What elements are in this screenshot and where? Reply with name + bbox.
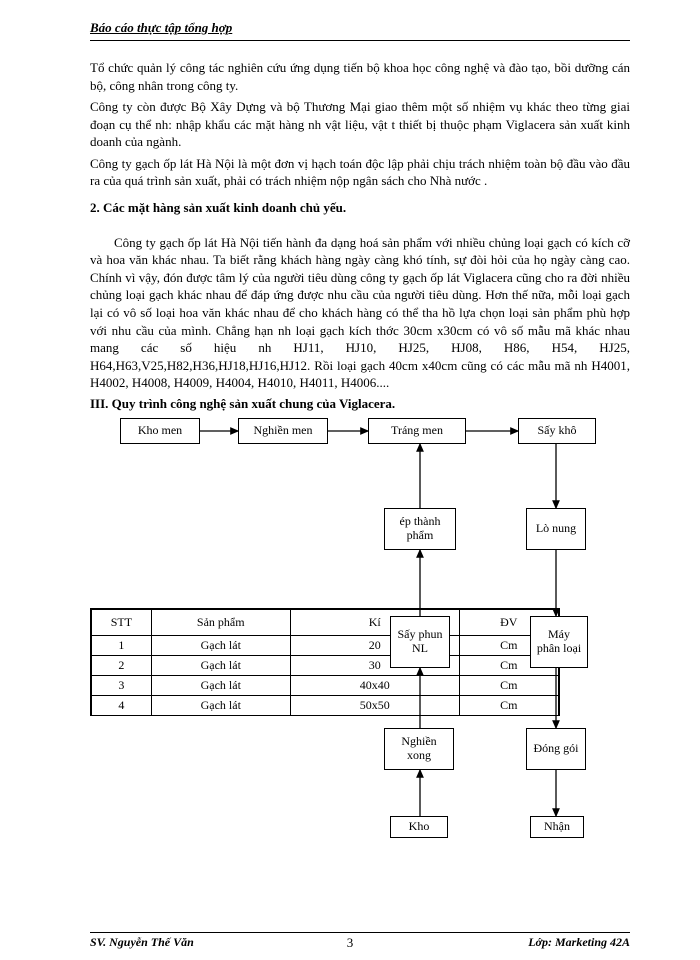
footer-page-number: 3 [347, 935, 354, 951]
flow-node-lo-nung: Lò nung [526, 508, 586, 550]
table-cell: Gạch lát [151, 655, 290, 675]
flow-node-say-kho: Sấy khô [518, 418, 596, 444]
table-row: 1Gạch lát20Cm [92, 635, 559, 655]
table-row: 2Gạch lát30Cm [92, 655, 559, 675]
paragraph-3: Công ty gạch ốp lát Hà Nội là một đơn vị… [90, 155, 630, 190]
table-cell: 1 [92, 635, 152, 655]
flow-node-may-pl: Máy phân loại [530, 616, 588, 668]
flow-node-kho-men: Kho men [120, 418, 200, 444]
flow-node-nghien-x: Nghiền xong [384, 728, 454, 770]
footer-right: Lớp: Marketing 42A [528, 935, 630, 950]
flow-node-ep: ép thành phẩm [384, 508, 456, 550]
paragraph-2: Công ty còn được Bộ Xây Dựng và bộ Thươn… [90, 98, 630, 151]
table-cell: Gạch lát [151, 635, 290, 655]
doc-header-title: Báo cáo thực tập tổng hợp [90, 20, 630, 36]
heading-3: III. Quy trình công nghệ sản xuất chung … [90, 396, 630, 412]
table-cell: Gạch lát [151, 675, 290, 695]
flow-node-trang: Tráng men [368, 418, 466, 444]
footer-rule [90, 932, 630, 933]
paragraph-1: Tổ chức quản lý công tác nghiên cứu ứng … [90, 59, 630, 94]
table-cell: 50x50 [290, 695, 459, 715]
table-cell: 40x40 [290, 675, 459, 695]
flow-node-dong-goi: Đóng gói [526, 728, 586, 770]
table-header: STT [92, 609, 152, 635]
table-cell: 2 [92, 655, 152, 675]
heading-2: 2. Các mặt hàng sản xuất kinh doanh chủ … [90, 200, 630, 216]
flow-node-say-phun: Sấy phun NL [390, 616, 450, 668]
footer-left: SV. Nguyễn Thế Văn [90, 935, 194, 950]
table-cell: 3 [92, 675, 152, 695]
flowchart-area: STTSản phẩmKíĐV1Gạch lát20Cm2Gạch lát30C… [90, 418, 630, 838]
table-cell: 4 [92, 695, 152, 715]
header-rule [90, 40, 630, 41]
flow-node-kho: Kho [390, 816, 448, 838]
flow-node-nghien: Nghiền men [238, 418, 328, 444]
table-row: 3Gạch lát40x40Cm [92, 675, 559, 695]
table-cell: Gạch lát [151, 695, 290, 715]
product-table: STTSản phẩmKíĐV1Gạch lát20Cm2Gạch lát30C… [90, 608, 560, 716]
flow-node-nhan: Nhận [530, 816, 584, 838]
table-header: Sản phẩm [151, 609, 290, 635]
table-cell: Cm [459, 695, 558, 715]
page-footer: SV. Nguyễn Thế Văn 3 Lớp: Marketing 42A [0, 932, 700, 950]
table-row: 4Gạch lát50x50Cm [92, 695, 559, 715]
paragraph-4: Công ty gạch ốp lát Hà Nội tiến hành đa … [90, 234, 630, 392]
table-cell: Cm [459, 675, 558, 695]
